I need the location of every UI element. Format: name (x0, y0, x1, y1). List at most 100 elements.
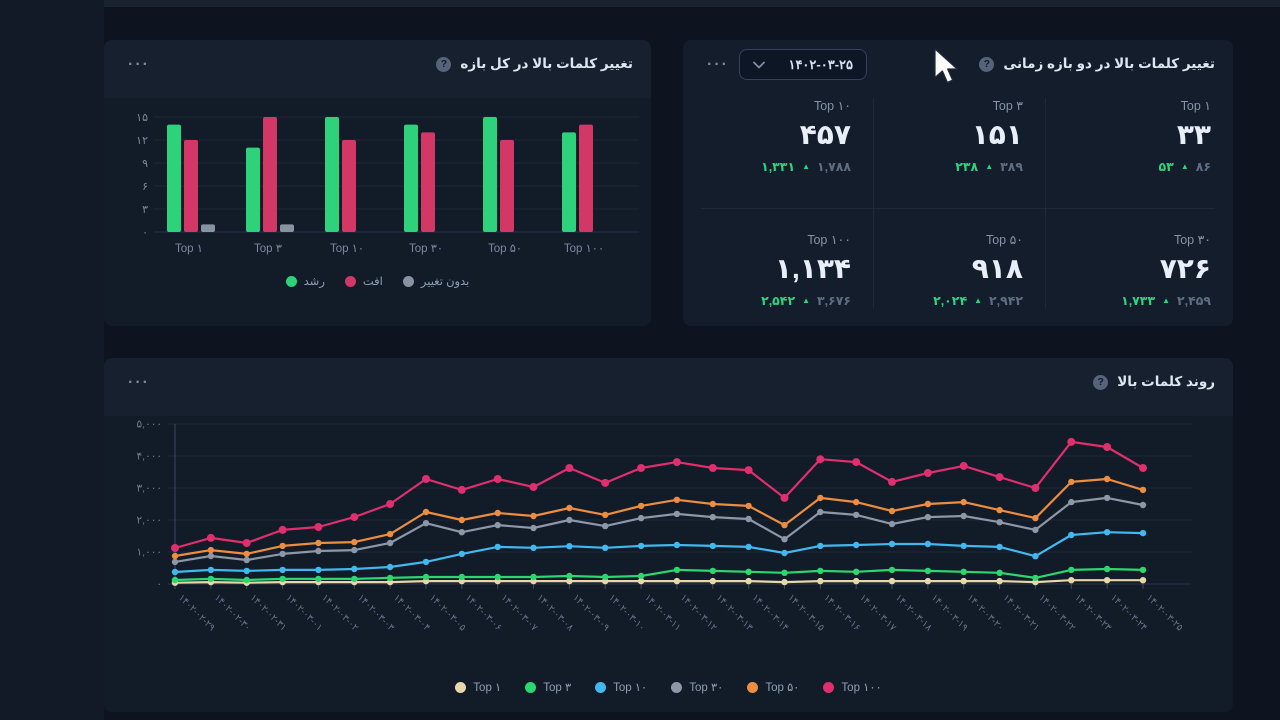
data-point-marker (996, 506, 1003, 514)
stat-prev-value: ۱,۳۳۱ (761, 160, 796, 174)
data-point-marker (924, 540, 932, 548)
svg-text:۳: ۳ (142, 204, 148, 216)
stat-curr-value: ۳,۶۷۶ (817, 294, 851, 308)
svg-text:۱۴۰۲-۰۳-۱۴: ۱۴۰۲-۰۳-۱۴ (750, 592, 791, 633)
bar-0 (167, 124, 181, 232)
data-point-marker (817, 577, 824, 585)
help-icon[interactable]: ? (979, 56, 995, 72)
help-icon[interactable]: ? (1093, 374, 1109, 390)
data-point-marker (780, 493, 789, 502)
data-point-marker (924, 513, 932, 521)
data-point-marker (817, 542, 824, 550)
data-point-marker (530, 512, 537, 520)
svg-text:۱۴۰۲-۰۳-۰۳: ۱۴۰۲-۰۳-۰۳ (355, 592, 396, 633)
data-point-marker (1032, 574, 1039, 582)
data-point-marker (458, 550, 465, 558)
stat-value: ۷۲۶ (1159, 253, 1211, 284)
data-point-marker (350, 513, 359, 522)
svg-text:۱۴۰۲-۰۲-۳۰: ۱۴۰۲-۰۲-۳۰ (212, 592, 253, 633)
data-point-marker (781, 578, 788, 586)
svg-text:۱۴۰۲-۰۳-۲۳: ۱۴۰۲-۰۳-۲۳ (1072, 592, 1113, 633)
data-point-marker (1103, 529, 1111, 536)
data-point-marker (351, 565, 358, 573)
legend-item[interactable]: Top ۵۰ (747, 680, 799, 694)
legend-item[interactable]: Top ۳ (525, 680, 571, 694)
data-point-marker (1068, 577, 1075, 584)
data-point-marker (888, 520, 896, 528)
svg-text:۱۴۰۲-۰۳-۱۵: ۱۴۰۲-۰۳-۱۵ (785, 592, 826, 633)
svg-text:۰: ۰ (156, 579, 162, 591)
stat-label: Top ۳۰ (1173, 233, 1211, 247)
legend-label: رشد (303, 276, 325, 288)
chevron-down-icon (753, 61, 765, 68)
legend-item[interactable]: رشد (285, 274, 325, 288)
stat-prev-value: ۱,۷۳۳ (1121, 294, 1156, 308)
data-point-marker (672, 458, 681, 467)
legend-item[interactable]: Top ۱ (455, 680, 501, 694)
svg-text:۱۴۰۲-۰۲-۳۱: ۱۴۰۲-۰۲-۳۱ (248, 592, 289, 633)
data-point-marker (206, 533, 215, 542)
legend-item[interactable]: بدون تغییر (402, 274, 469, 288)
card-title-row: تغییر کلمات بالا در دو بازه زمانی ? (979, 56, 1215, 72)
data-point-marker (996, 543, 1003, 551)
card-menu-button[interactable]: ··· (703, 52, 733, 78)
legend-item[interactable]: Top ۱۰۰ (823, 680, 882, 694)
svg-text:Top ۱۰: Top ۱۰ (330, 243, 364, 255)
data-point-marker (422, 475, 430, 483)
data-point-marker (422, 520, 430, 527)
data-point-marker (279, 550, 286, 558)
stat-curr-value: ۱,۷۸۸ (817, 160, 851, 174)
data-point-marker (781, 569, 788, 576)
data-point-marker (995, 473, 1004, 482)
card-menu-button[interactable]: ··· (124, 370, 154, 396)
legend-label: Top ۱۰۰ (841, 682, 882, 694)
data-point-marker (745, 577, 752, 585)
svg-text:۱۴۰۲-۰۳-۰۷: ۱۴۰۲-۰۳-۰۷ (499, 592, 540, 633)
legend-item[interactable]: Top ۱۰ (595, 680, 647, 694)
data-point-marker (458, 529, 465, 536)
svg-text:Top ۱۰۰: Top ۱۰۰ (564, 243, 604, 255)
data-point-marker (673, 577, 681, 585)
svg-text:۰: ۰ (142, 227, 148, 239)
legend-dot (285, 275, 297, 287)
stat-cell-5: Top ۱۰۰ ۱,۱۳۴ ۲,۵۴۲ ▲ ۳,۶۷۶ (700, 232, 873, 308)
bar-0 (562, 132, 576, 232)
data-point-marker (637, 572, 645, 580)
card-menu-button[interactable]: ··· (124, 52, 154, 78)
svg-text:۱۴۰۲-۰۳-۰۸: ۱۴۰۲-۰۳-۰۸ (534, 592, 575, 633)
date-range-dropdown[interactable]: ۱۴۰۲-۰۳-۲۵ (739, 49, 867, 80)
data-point-marker (386, 563, 394, 571)
data-point-marker (1103, 577, 1111, 584)
data-point-marker (853, 511, 860, 519)
data-point-marker (279, 542, 286, 550)
bar-0 (483, 116, 497, 232)
svg-text:۵,۰۰۰: ۵,۰۰۰ (137, 419, 162, 431)
svg-text:۱۴۰۲-۰۳-۱۰: ۱۴۰۲-۰۳-۱۰ (606, 592, 647, 633)
legend-dot (525, 681, 537, 693)
stat-label: Top ۳ (992, 99, 1023, 113)
arrow-up-icon: ▲ (802, 162, 810, 171)
data-point-marker (888, 540, 896, 548)
data-point-marker (781, 536, 788, 543)
stat-label: Top ۱۰ (813, 99, 851, 113)
legend-item[interactable]: افت (344, 274, 383, 288)
stat-cell-1: Top ۳ ۱۵۱ ۲۳۸ ▲ ۳۸۹ (873, 98, 1045, 174)
svg-text:۳,۰۰۰: ۳,۰۰۰ (137, 483, 162, 495)
data-point-marker (1067, 437, 1076, 446)
stat-value: ۱۵۱ (971, 119, 1023, 150)
data-point-marker (960, 577, 967, 585)
data-point-marker (853, 498, 860, 506)
data-point-marker (422, 508, 430, 516)
help-icon[interactable]: ? (436, 56, 452, 72)
data-point-marker (458, 573, 465, 581)
trend-card: ··· روند کلمات بالا ? ۰ ۱,۰۰۰ ۲,۰۰۰ ۳,۰۰۰ ۴,… (104, 358, 1233, 712)
stat-prev-value: ۲,۰۲۴ (933, 294, 968, 308)
arrow-up-icon: ▲ (802, 296, 810, 305)
legend-item[interactable]: Top ۳۰ (671, 680, 723, 694)
bar-0 (325, 116, 339, 232)
data-point-marker (959, 461, 968, 470)
data-point-marker (853, 541, 860, 549)
svg-text:۱۴۰۲-۰۳-۲۰: ۱۴۰۲-۰۳-۲۰ (965, 592, 1006, 633)
data-point-marker (565, 464, 574, 472)
data-point-marker (386, 530, 394, 538)
